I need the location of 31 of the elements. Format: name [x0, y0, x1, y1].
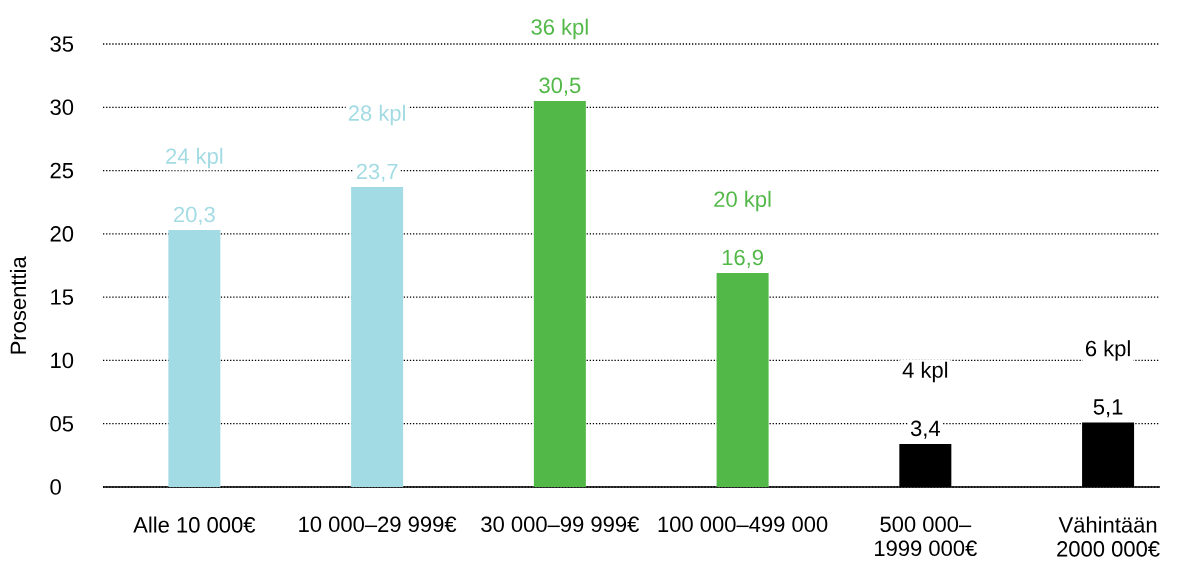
x-tick-label: Vähintään 2000 000€	[1057, 516, 1160, 557]
y-tick-label: 10	[51, 352, 74, 369]
data-label: 16,9	[722, 249, 763, 268]
y-tick-label: 0	[50, 479, 61, 495]
y-tick-label: 15	[51, 289, 74, 305]
bar	[533, 100, 586, 487]
y-tick-label: 20	[50, 226, 74, 242]
bar	[168, 230, 221, 487]
annotation: 28 kpl	[348, 104, 405, 126]
x-tick-label: 500 000– 1999 000€	[875, 516, 977, 557]
x-tick-label: 10 000–29 999€	[299, 516, 457, 533]
y-axis-title: Prosenttia	[9, 256, 27, 354]
bar	[716, 273, 769, 487]
x-tick-label: 100 000–499 000	[658, 516, 828, 533]
annotation: 24 kpl	[166, 147, 223, 169]
bar	[351, 187, 404, 487]
data-label: 30,5	[539, 77, 581, 96]
data-label: 20,3	[174, 206, 215, 225]
annotation: 20 kpl	[714, 190, 771, 212]
annotation: 4 kpl	[902, 361, 948, 383]
y-tick-label: 30	[50, 99, 74, 116]
annotation: 6 kpl	[1085, 340, 1130, 361]
y-tick-label: 25	[50, 162, 74, 179]
x-tick-label: Alle 10 000€	[133, 516, 256, 533]
data-label: 5,1	[1093, 399, 1123, 418]
data-label: 3,4	[910, 420, 940, 439]
data-label: 23,7	[356, 163, 398, 182]
text: 36 kpl	[531, 18, 588, 40]
y-tick-label: 35	[50, 36, 74, 52]
y-tick-label: 05	[50, 415, 74, 432]
x-tick-label: 30 000–99 999€	[481, 516, 640, 533]
